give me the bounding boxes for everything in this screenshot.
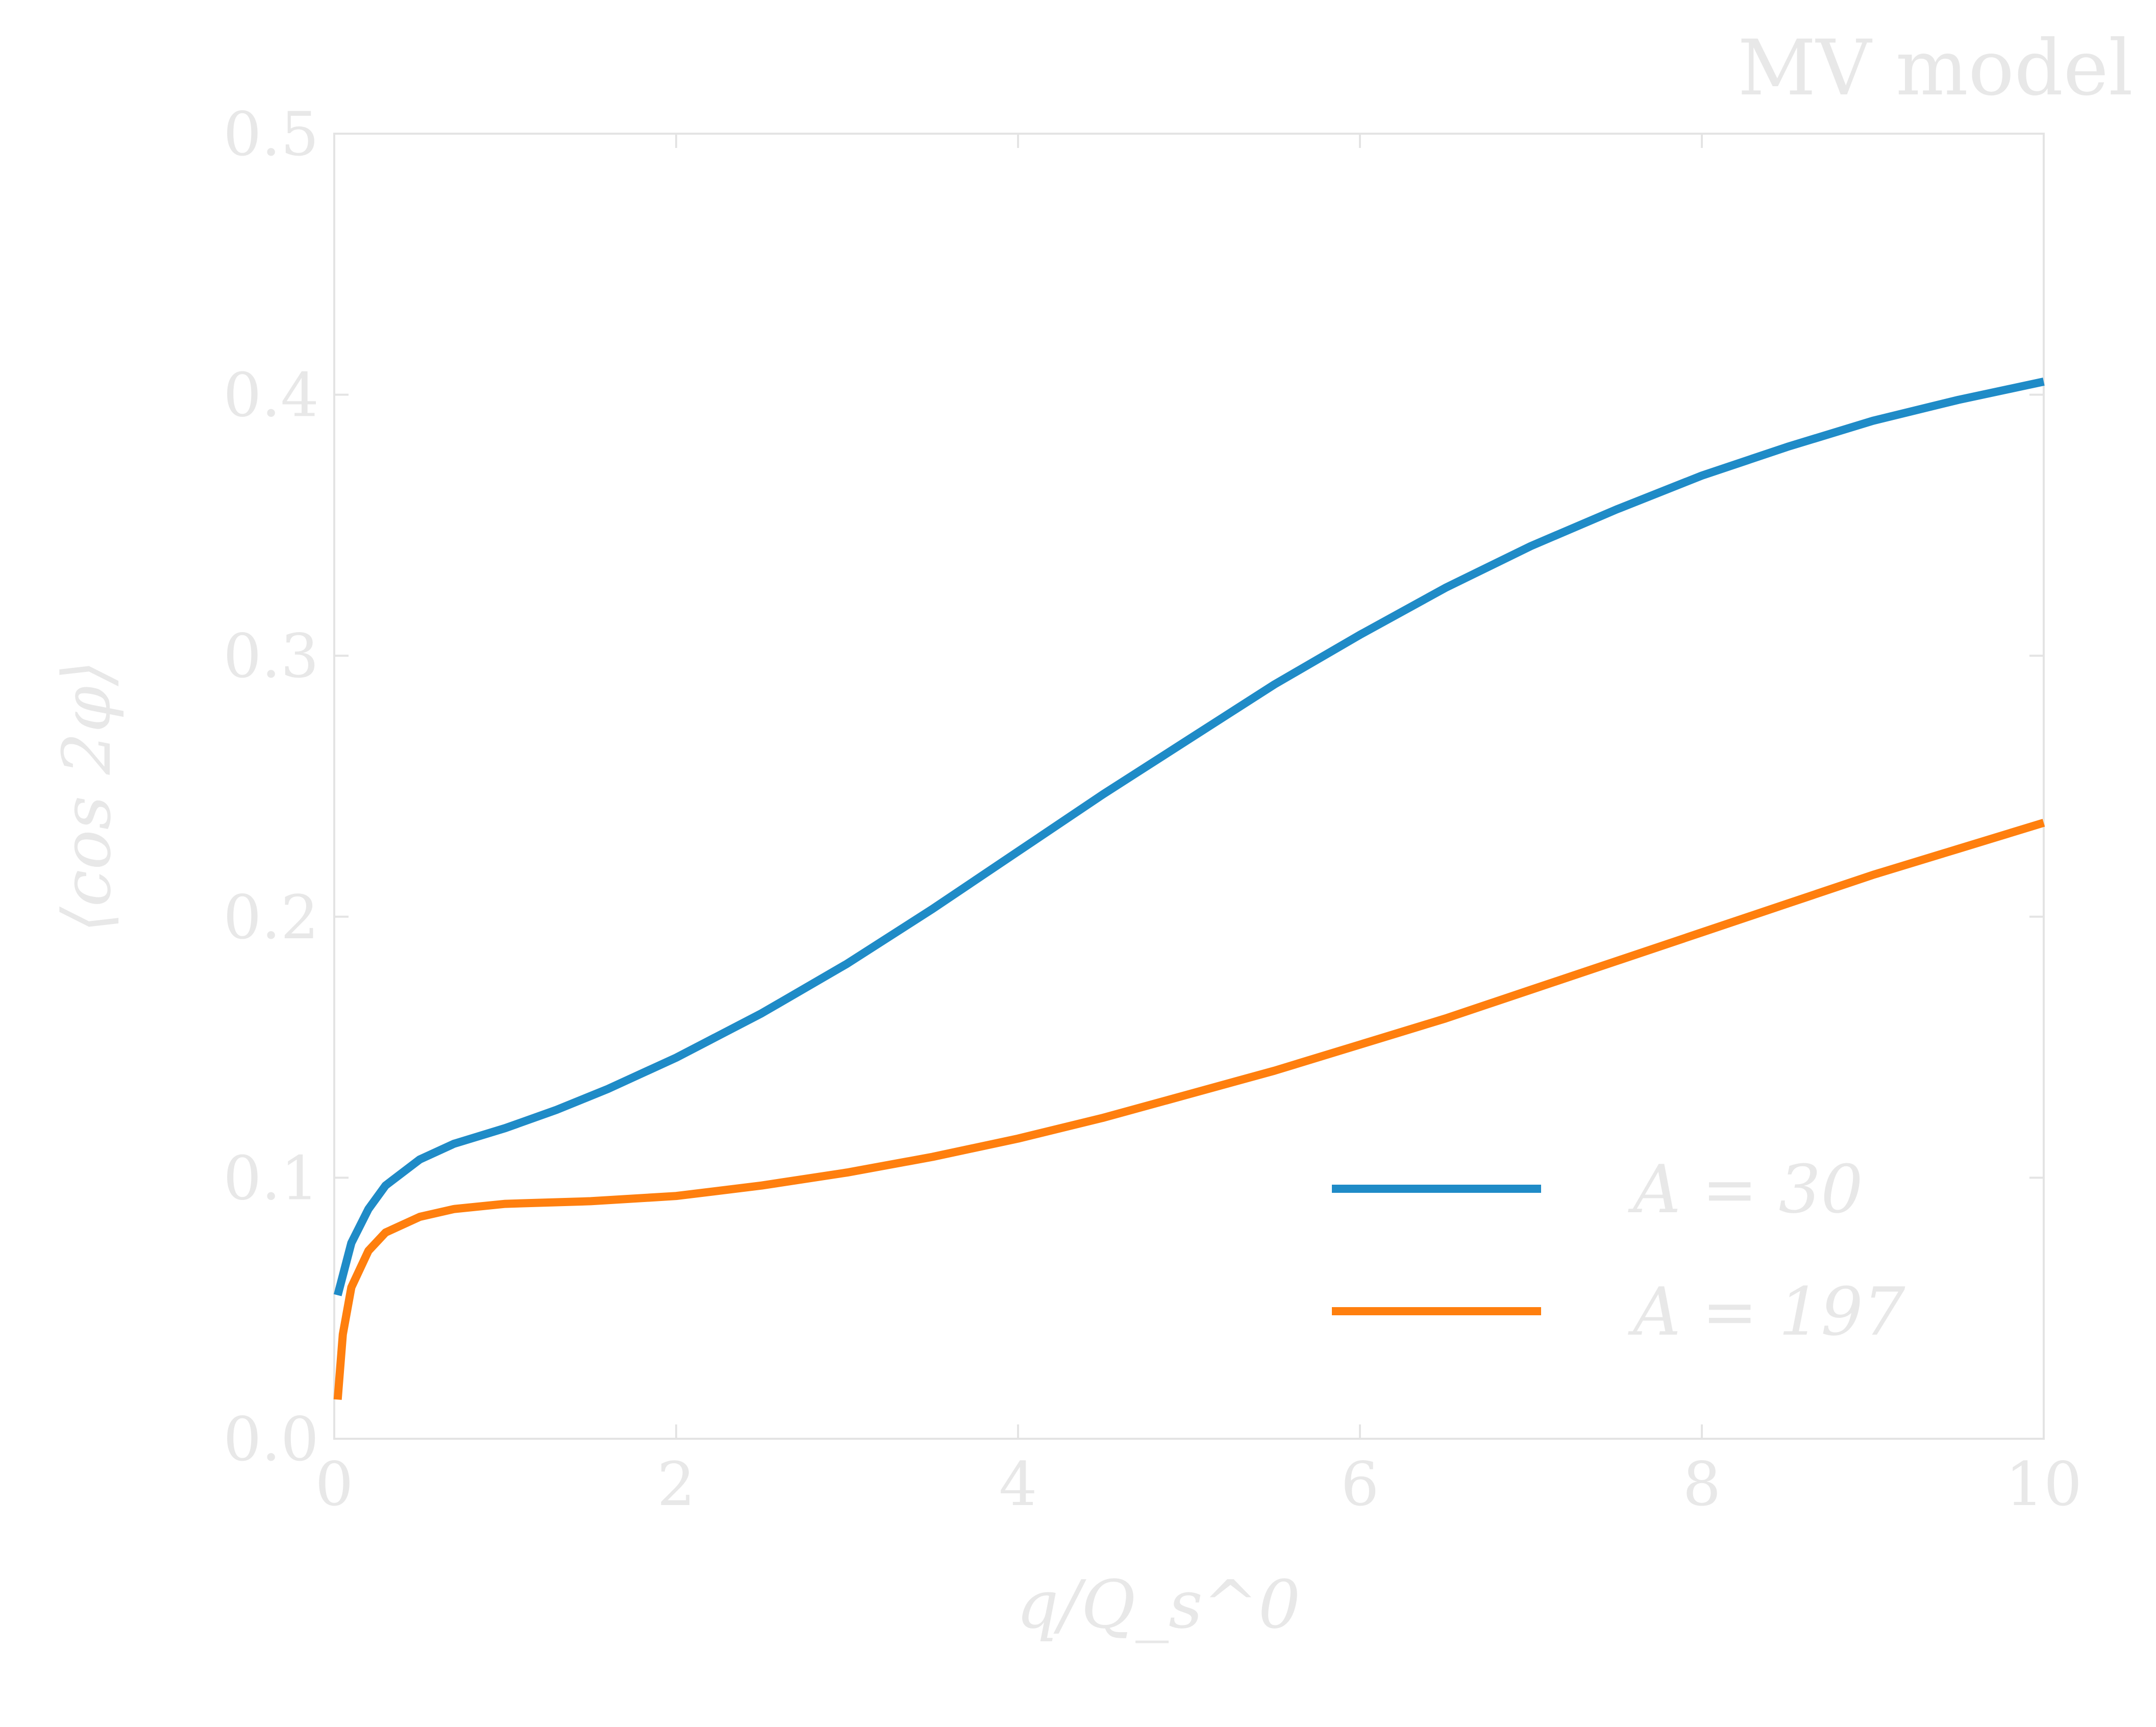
series-line-0	[333, 378, 2045, 1296]
legend: A = 30 A = 197	[1332, 1150, 1905, 1350]
x-axis-title: q/Q_s^0	[1017, 1566, 1301, 1643]
x-tick-label: 4	[999, 1449, 1037, 1519]
legend-label-1: A = 197	[1628, 1273, 1905, 1350]
y-tick-label: 0.5	[223, 99, 319, 169]
y-tick-label: 0.4	[223, 360, 319, 431]
y-axis-title: ⟨cos 2φ⟩	[48, 660, 126, 933]
y-tick-label: 0.2	[223, 882, 319, 953]
legend-label-0: A = 30	[1628, 1150, 1863, 1228]
axes-layer: 0 2 4 6 8 10 0.0 0.1 0.2 0.3 0.4 0.5 q/Q_s^0 ⟨cos 2φ⟩	[48, 99, 2082, 1643]
series-layer	[333, 378, 2045, 1400]
y-tick-label: 0.3	[223, 621, 319, 691]
chart-title: MV model	[1738, 24, 2133, 113]
x-tick-label: 8	[1682, 1449, 1721, 1519]
x-tick-label: 2	[657, 1449, 695, 1519]
series-line-1	[333, 818, 2045, 1400]
x-tick-label: 6	[1341, 1449, 1379, 1519]
x-tick-label: 0	[315, 1449, 353, 1519]
x-tick-label: 10	[2005, 1449, 2082, 1519]
plot-frame	[333, 133, 2045, 1440]
y-tick-label: 0.1	[223, 1143, 319, 1213]
y-tick-label: 0.0	[223, 1404, 319, 1474]
